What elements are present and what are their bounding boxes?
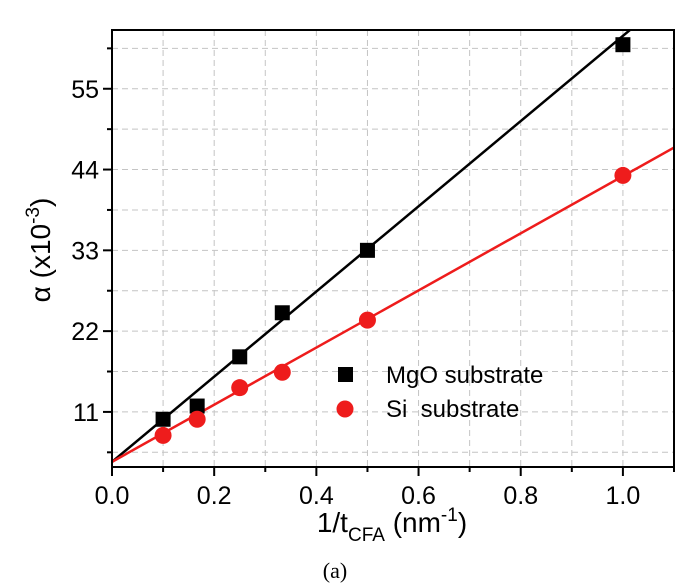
point-mgo xyxy=(232,349,248,365)
fit-line-si xyxy=(112,146,674,463)
y-tick-label: 44 xyxy=(71,157,99,185)
axis-ticks xyxy=(103,47,675,476)
y-axis-title: α (x10-3) xyxy=(23,198,56,303)
legend: MgO substrate Si substrate xyxy=(336,362,543,423)
x-tick-label: 1.0 xyxy=(606,482,641,510)
legend-marker-si xyxy=(336,400,354,418)
legend-label-mgo: MgO substrate xyxy=(386,362,543,389)
point-si xyxy=(614,166,632,184)
y-tick-label: 55 xyxy=(71,76,99,104)
x-axis-title-sub: CFA xyxy=(348,525,385,546)
point-mgo xyxy=(189,398,205,414)
y-axis-title-main: α (x10 xyxy=(25,224,56,302)
plot-frame xyxy=(111,29,675,468)
x-tick-label: 0.6 xyxy=(401,482,436,510)
data-markers xyxy=(154,37,632,444)
x-tick-label: 0.0 xyxy=(95,482,130,510)
tick-labels: 0.0 0.2 0.4 0.6 0.8 1.0 11 22 33 44 55 xyxy=(71,76,640,510)
legend-label-si: Si substrate xyxy=(386,396,519,423)
point-si xyxy=(231,379,249,397)
x-tick-label: 0.2 xyxy=(197,482,232,510)
point-si xyxy=(154,426,172,444)
plot-background xyxy=(112,30,674,467)
point-si xyxy=(273,363,291,381)
legend-marker-mgo xyxy=(338,367,353,382)
grid xyxy=(112,30,674,467)
y-tick-label: 11 xyxy=(73,399,99,427)
x-axis-title-unit-close: ) xyxy=(458,507,467,538)
fit-line-mgo xyxy=(112,30,632,463)
y-tick-label: 22 xyxy=(71,318,99,346)
figure-caption: (a) xyxy=(323,558,347,583)
fit-lines xyxy=(112,30,674,463)
point-mgo xyxy=(359,242,375,258)
y-tick-label: 33 xyxy=(71,237,99,265)
point-mgo xyxy=(155,411,171,427)
x-axis-title-main: 1/t xyxy=(317,507,348,538)
point-mgo xyxy=(615,37,631,53)
y-axis-title-close: ) xyxy=(25,198,56,207)
x-axis-title-unit-sup: -1 xyxy=(441,505,458,526)
point-si xyxy=(188,410,206,428)
point-si xyxy=(358,311,376,329)
x-tick-label: 0.8 xyxy=(503,482,538,510)
y-axis-title-sup: -3 xyxy=(23,207,44,224)
x-tick-label: 0.4 xyxy=(299,482,334,510)
x-axis-title: 1/tCFA (nm-1) xyxy=(317,505,467,546)
x-axis-title-unit: (nm xyxy=(385,507,441,538)
point-mgo xyxy=(274,305,290,321)
